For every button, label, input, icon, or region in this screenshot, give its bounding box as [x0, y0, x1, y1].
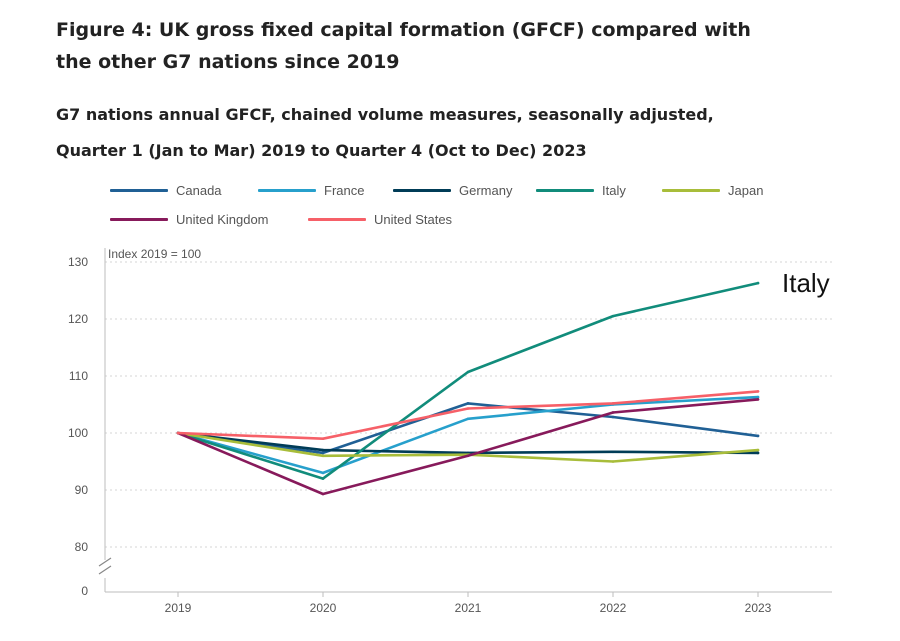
- italy-annotation: Italy: [782, 268, 830, 298]
- legend-item-japan: Japan: [662, 183, 763, 198]
- legend-label-france: France: [324, 183, 365, 198]
- x-tick-label-2019: 2019: [165, 601, 192, 615]
- legend-label-united-kingdom: United Kingdom: [176, 212, 269, 227]
- data-point-italy-2020: [321, 477, 325, 480]
- legend-item-germany: Germany: [393, 183, 512, 198]
- figure-subtitle: G7 nations annual GFCF, chained volume m…: [56, 97, 856, 169]
- legend-swatch-canada: [110, 189, 168, 192]
- y-tick-label-80: 80: [75, 540, 89, 554]
- data-point-united-states-2020: [321, 437, 325, 441]
- y-tick-label-100: 100: [68, 426, 88, 440]
- legend-item-france: France: [258, 183, 364, 198]
- figure-title-line2: the other G7 nations since 2019: [56, 51, 400, 73]
- legend-item-united-states: United States: [308, 212, 452, 227]
- legend-swatch-italy: [536, 189, 594, 192]
- data-point-canada-2022: [611, 415, 615, 419]
- figure-subtitle-line2: Quarter 1 (Jan to Mar) 2019 to Quarter 4…: [56, 141, 587, 160]
- legend-swatch-germany: [393, 189, 451, 192]
- data-point-japan-2020: [321, 454, 325, 458]
- legend-label-germany: Germany: [459, 183, 513, 198]
- y-tick-label-130: 130: [68, 255, 88, 269]
- legend-item-united-kingdom: United Kingdom: [110, 212, 269, 227]
- legend-swatch-united-kingdom: [110, 218, 168, 221]
- y-tick-label-90: 90: [75, 483, 89, 497]
- x-tick-label-2022: 2022: [600, 601, 627, 615]
- data-point-germany-2023: [756, 451, 760, 455]
- legend-swatch-united-states: [308, 218, 366, 221]
- data-point-united-kingdom-2020: [321, 492, 325, 496]
- figure-title: Figure 4: UK gross fixed capital formati…: [56, 14, 816, 78]
- legend-swatch-france: [258, 189, 316, 192]
- figure-subtitle-line1: G7 nations annual GFCF, chained volume m…: [56, 105, 714, 124]
- data-point-united-kingdom-2022: [611, 411, 615, 414]
- x-tick-label-2021: 2021: [455, 601, 482, 615]
- legend-label-japan: Japan: [728, 183, 764, 198]
- data-point-france-2023: [756, 395, 760, 399]
- figure-title-line1: Figure 4: UK gross fixed capital formati…: [56, 19, 751, 41]
- legend-swatch-japan: [662, 189, 720, 192]
- data-point-united-kingdom-2021: [466, 454, 470, 458]
- y-tick-label-120: 120: [68, 312, 88, 326]
- legend-label-united-states: United States: [374, 212, 453, 227]
- series-line-united-states: [176, 390, 760, 441]
- data-point-united-states-2019: [176, 431, 180, 435]
- data-point-france-2020: [321, 471, 325, 475]
- legend-item-canada: Canada: [110, 183, 222, 198]
- series-line-italy: [176, 281, 760, 480]
- data-point-canada-2020: [321, 451, 325, 455]
- data-point-united-kingdom-2023: [756, 398, 760, 401]
- data-point-united-states-2023: [756, 390, 760, 393]
- data-point-japan-2023: [756, 448, 760, 452]
- legend-label-italy: Italy: [602, 183, 626, 198]
- data-point-italy-2022: [611, 314, 615, 318]
- data-point-germany-2022: [611, 450, 615, 454]
- y-axis-label: Index 2019 = 100: [108, 247, 201, 261]
- data-point-united-states-2021: [466, 407, 470, 410]
- x-tick-label-2020: 2020: [310, 601, 337, 615]
- x-tick-label-2023: 2023: [745, 601, 772, 615]
- y-tick-label-0: 0: [81, 584, 88, 598]
- data-point-france-2021: [466, 417, 470, 421]
- legend-label-canada: Canada: [176, 183, 222, 198]
- data-point-italy-2021: [466, 370, 470, 374]
- axis-break-mark: [98, 557, 112, 575]
- data-point-germany-2020: [321, 448, 325, 452]
- data-point-united-states-2022: [611, 402, 615, 405]
- data-point-canada-2021: [466, 402, 470, 405]
- data-point-italy-2023: [756, 281, 760, 285]
- legend-item-italy: Italy: [536, 183, 626, 198]
- y-tick-label-110: 110: [69, 369, 88, 383]
- data-point-japan-2022: [611, 460, 615, 463]
- data-point-canada-2023: [756, 434, 760, 438]
